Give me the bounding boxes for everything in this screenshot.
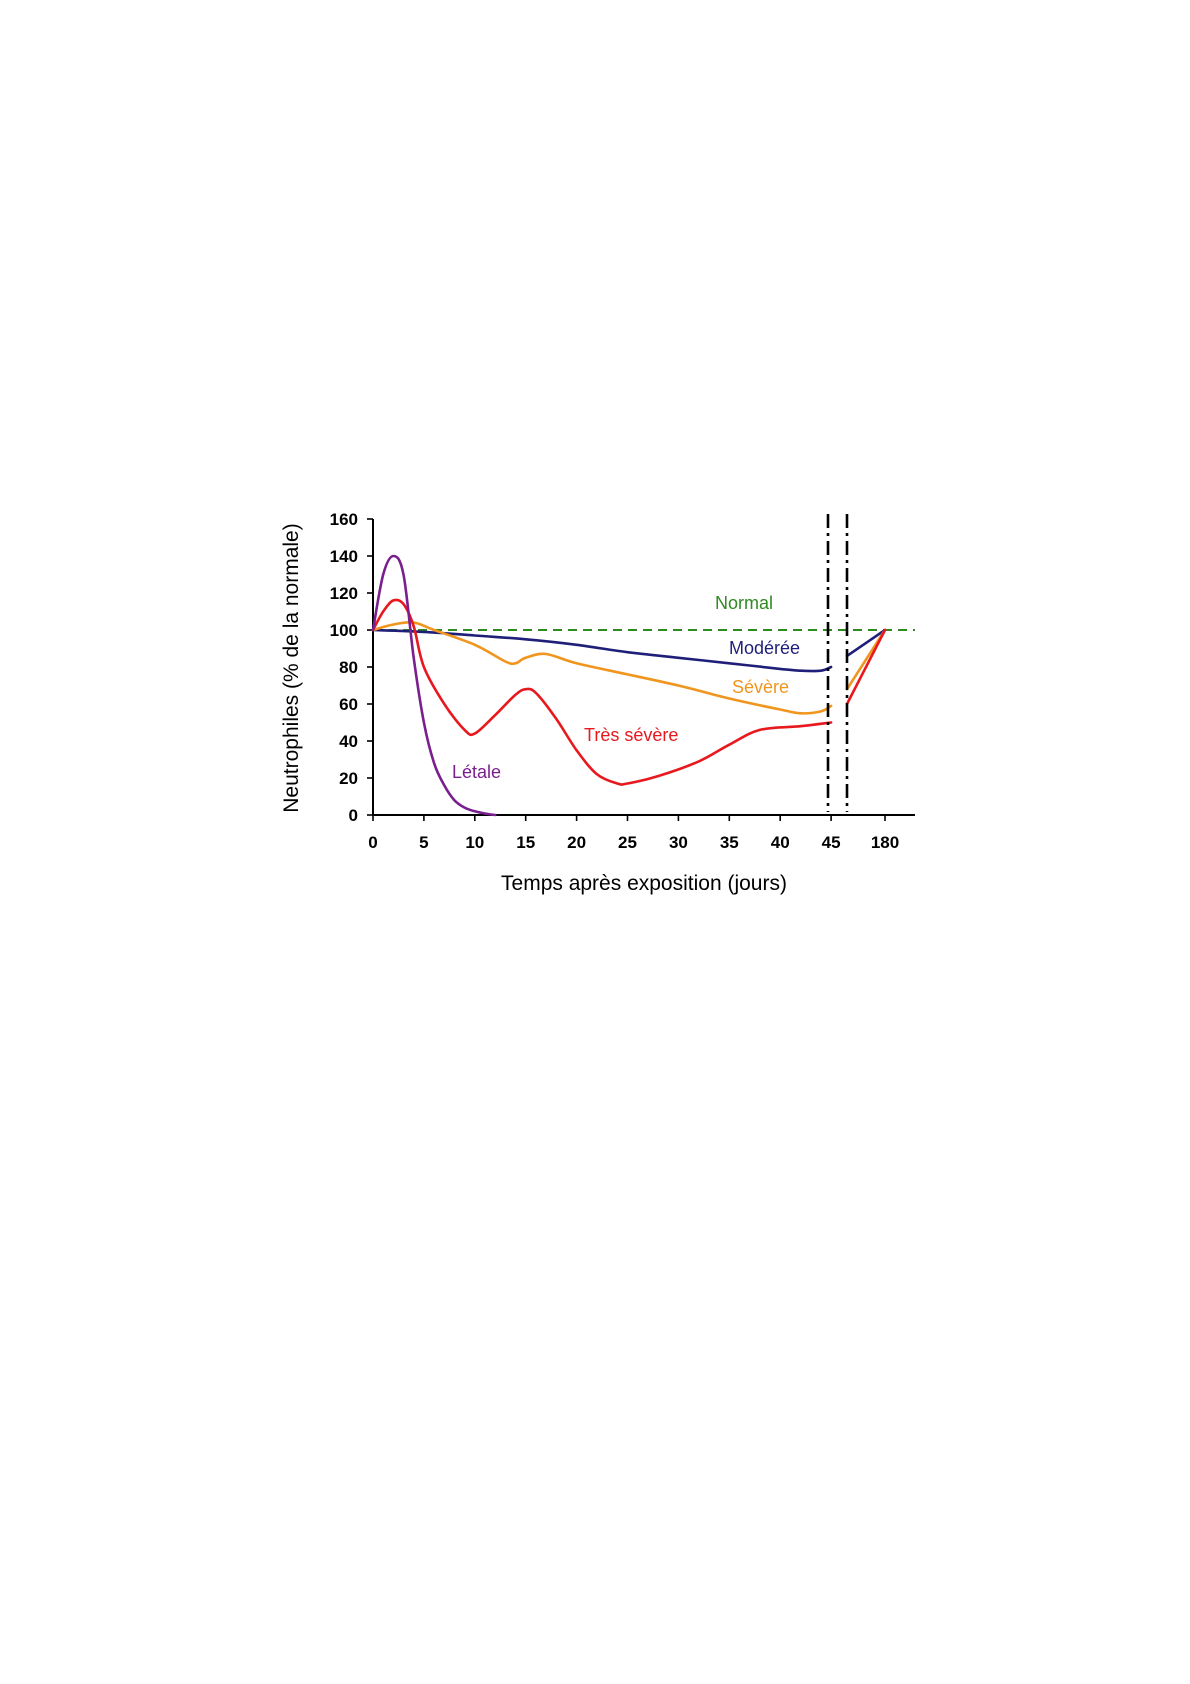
x-tick-label: 40 bbox=[771, 833, 790, 852]
series-line-tres-severe bbox=[371, 598, 833, 786]
x-tick-label: 45 bbox=[822, 833, 841, 852]
y-tick-label: 140 bbox=[330, 547, 358, 566]
x-tick-label: 15 bbox=[516, 833, 535, 852]
series-line-tres-severe-after-break bbox=[845, 628, 887, 706]
series-labels: Normal Modérée Sévère Très sévère Létale bbox=[452, 593, 800, 782]
x-tick-label: 180 bbox=[871, 833, 899, 852]
x-tick-label: 25 bbox=[618, 833, 637, 852]
series-line-moderee bbox=[371, 628, 833, 673]
series-label-tres-severe: Très sévère bbox=[584, 725, 678, 745]
y-tick-label: 160 bbox=[330, 510, 358, 529]
y-tick-label: 60 bbox=[339, 695, 358, 714]
series-label-moderee: Modérée bbox=[729, 638, 800, 658]
series-label-normal: Normal bbox=[715, 593, 773, 613]
y-axis-title: Neutrophiles (% de la normale) bbox=[280, 523, 303, 812]
y-tick-label: 20 bbox=[339, 769, 358, 788]
y-tick-label: 0 bbox=[349, 806, 358, 825]
series-line-severe bbox=[371, 621, 833, 715]
axis-break bbox=[826, 514, 849, 812]
x-tick-label: 30 bbox=[669, 833, 688, 852]
series-line-letale bbox=[371, 554, 497, 817]
x-axis-title: Temps après exposition (jours) bbox=[501, 872, 787, 895]
y-tick-label: 80 bbox=[339, 658, 358, 677]
series-group bbox=[371, 554, 915, 817]
x-tick-label: 20 bbox=[567, 833, 586, 852]
y-tick-label: 120 bbox=[330, 584, 358, 603]
x-tick-label: 0 bbox=[368, 833, 377, 852]
x-tick-label: 35 bbox=[720, 833, 739, 852]
series-label-severe: Sévère bbox=[732, 677, 789, 697]
series-line-moderee-after-break bbox=[845, 628, 887, 658]
y-tick-label: 100 bbox=[330, 621, 358, 640]
y-tick-label: 40 bbox=[339, 732, 358, 751]
series-label-letale: Létale bbox=[452, 762, 501, 782]
x-tick-label: 5 bbox=[419, 833, 428, 852]
axes: 0 20 40 60 80 100 120 140 160 0 5 10 15 20 25 30 35 40 45 1… bbox=[330, 510, 915, 852]
x-tick-label: 10 bbox=[465, 833, 484, 852]
